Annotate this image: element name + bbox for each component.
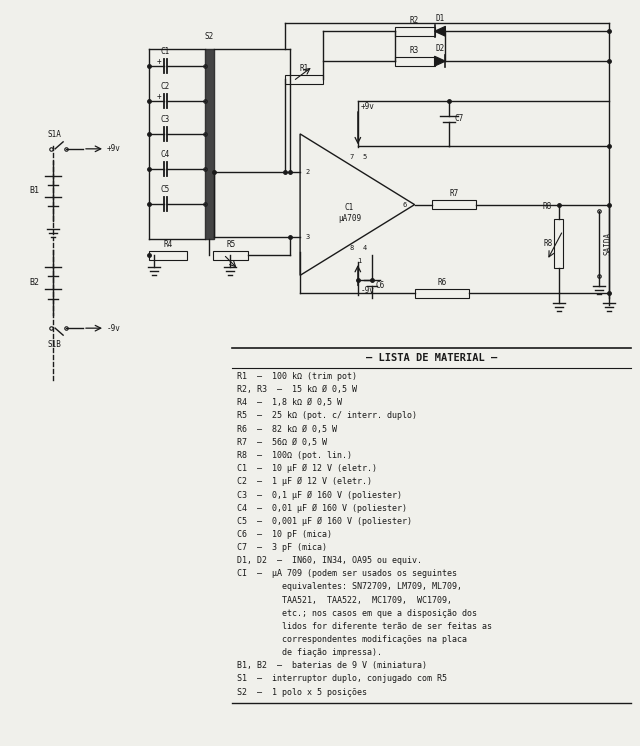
Text: R2, R3  —  15 kΩ Ø 0,5 W: R2, R3 — 15 kΩ Ø 0,5 W (237, 385, 357, 394)
Text: R8: R8 (543, 239, 552, 248)
Text: equivalentes: SN72709, LM709, ML709,: equivalentes: SN72709, LM709, ML709, (237, 583, 462, 592)
Text: C5  —  0,001 μF Ø 160 V (poliester): C5 — 0,001 μF Ø 160 V (poliester) (237, 517, 412, 526)
Text: -9v: -9v (361, 286, 374, 295)
Text: R7  —  56Ω Ø 0,5 W: R7 — 56Ω Ø 0,5 W (237, 438, 328, 447)
Text: C7: C7 (454, 114, 463, 123)
Bar (148, 251, 187, 260)
Text: C7  —  3 pF (mica): C7 — 3 pF (mica) (237, 543, 328, 552)
Text: S1  —  interruptor duplo, conjugado com R5: S1 — interruptor duplo, conjugado com R5 (237, 674, 447, 683)
Text: R8  —  100Ω (pot. lin.): R8 — 100Ω (pot. lin.) (237, 451, 353, 460)
Text: R4  —  1,8 kΩ Ø 0,5 W: R4 — 1,8 kΩ Ø 0,5 W (237, 398, 342, 407)
Text: 5: 5 (363, 154, 367, 160)
Text: B2: B2 (29, 278, 39, 287)
Text: R1  —  100 kΩ (trim pot): R1 — 100 kΩ (trim pot) (237, 372, 357, 381)
Text: de fiação impressa).: de fiação impressa). (237, 648, 382, 657)
Text: C1: C1 (345, 203, 354, 212)
Text: R2: R2 (410, 16, 419, 25)
Text: — LISTA DE MATERIAL —: — LISTA DE MATERIAL — (366, 353, 497, 363)
Bar (214, 251, 248, 260)
Bar (395, 27, 435, 36)
Text: D2: D2 (435, 44, 445, 53)
Text: +: + (156, 92, 161, 101)
Text: B1, B2  —  baterias de 9 V (miniatura): B1, B2 — baterias de 9 V (miniatura) (237, 661, 428, 671)
Text: R7: R7 (449, 189, 458, 198)
Text: -9v: -9v (107, 324, 121, 333)
Text: CI  —  μA 709 (podem ser usados os seguintes: CI — μA 709 (podem ser usados os seguint… (237, 569, 458, 578)
Bar (554, 219, 563, 269)
Text: C6: C6 (376, 280, 385, 290)
Text: R6: R6 (437, 278, 447, 286)
Text: 3: 3 (305, 234, 309, 240)
Text: C4: C4 (161, 150, 170, 159)
Text: TAA521,  TAA522,  MC1709,  WC1709,: TAA521, TAA522, MC1709, WC1709, (237, 595, 452, 604)
Text: correspondentes modificações na placa: correspondentes modificações na placa (237, 635, 467, 644)
Text: R3: R3 (410, 46, 419, 54)
Text: D1, D2  —  IN60, IN34, OA95 ou equiv.: D1, D2 — IN60, IN34, OA95 ou equiv. (237, 556, 422, 565)
Bar (415, 289, 469, 298)
Text: C2: C2 (161, 82, 170, 91)
Polygon shape (435, 26, 445, 37)
Text: C6  —  10 pF (mica): C6 — 10 pF (mica) (237, 530, 332, 539)
Text: R5  —  25 kΩ (pot. c/ interr. duplo): R5 — 25 kΩ (pot. c/ interr. duplo) (237, 412, 417, 421)
Text: C1  —  10 μF Ø 12 V (eletr.): C1 — 10 μF Ø 12 V (eletr.) (237, 464, 378, 473)
Text: R5: R5 (227, 240, 236, 249)
Bar (431, 200, 476, 209)
Text: 8: 8 (349, 245, 354, 251)
Text: μA709: μA709 (338, 214, 361, 223)
Text: SAIDA: SAIDA (604, 232, 612, 255)
Text: +9v: +9v (107, 144, 121, 154)
Bar (205, 49, 214, 239)
Text: 6: 6 (403, 201, 406, 207)
Text: S2  —  1 polo x 5 posições: S2 — 1 polo x 5 posições (237, 688, 367, 697)
Bar (285, 75, 323, 84)
Text: S1A: S1A (47, 130, 61, 139)
Text: 1: 1 (356, 258, 361, 264)
Text: R1: R1 (300, 63, 308, 72)
Text: 4: 4 (363, 245, 367, 251)
Text: R6  —  82 kΩ Ø 0,5 W: R6 — 82 kΩ Ø 0,5 W (237, 424, 337, 433)
Text: etc.; nos casos em que a disposição dos: etc.; nos casos em que a disposição dos (237, 609, 477, 618)
Text: R4: R4 (163, 240, 172, 249)
Text: C1: C1 (161, 47, 170, 56)
Text: C3: C3 (161, 115, 170, 124)
Polygon shape (435, 56, 445, 66)
Text: +9v: +9v (361, 102, 374, 111)
Text: S1B: S1B (47, 340, 61, 349)
Text: C5: C5 (161, 185, 170, 194)
Text: B1: B1 (29, 186, 39, 195)
Bar (395, 57, 435, 66)
Text: C3  —  0,1 μF Ø 160 V (poliester): C3 — 0,1 μF Ø 160 V (poliester) (237, 490, 403, 500)
Text: C2  —  1 μF Ø 12 V (eletr.): C2 — 1 μF Ø 12 V (eletr.) (237, 477, 372, 486)
Text: +: + (156, 57, 161, 66)
Text: 7: 7 (349, 154, 354, 160)
Text: S2: S2 (205, 32, 214, 41)
Text: lidos for diferente terão de ser feitas as: lidos for diferente terão de ser feitas … (237, 622, 492, 631)
Text: R8: R8 (542, 201, 552, 210)
Text: C4  —  0,01 μF Ø 160 V (poliester): C4 — 0,01 μF Ø 160 V (poliester) (237, 504, 408, 513)
Text: D1: D1 (435, 14, 445, 23)
Text: 2: 2 (305, 169, 309, 175)
